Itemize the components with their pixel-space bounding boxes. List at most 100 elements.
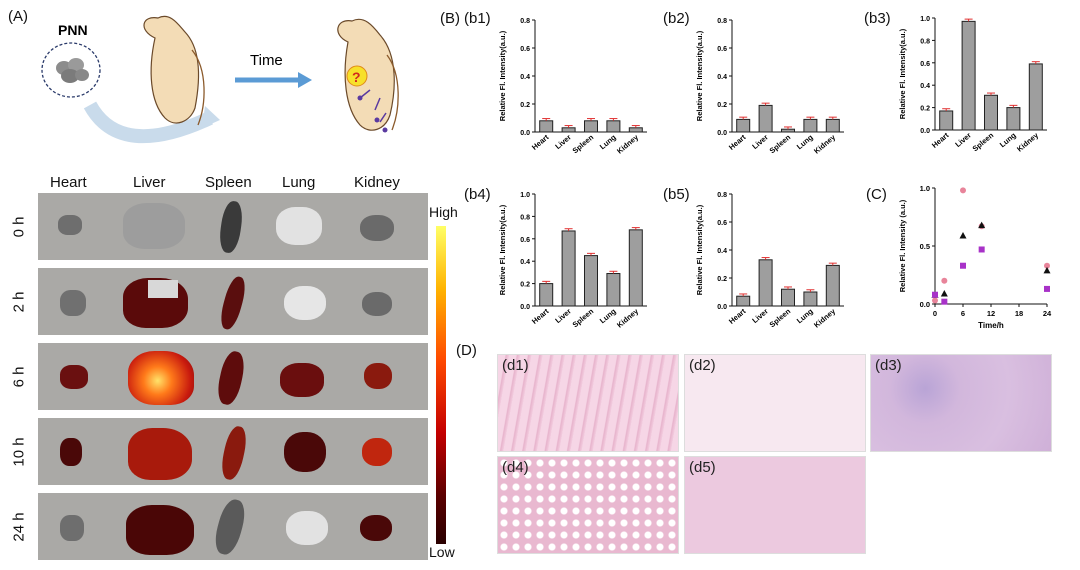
x-tick-label: 0 <box>933 309 937 318</box>
organ-kidney-10h <box>362 438 392 466</box>
histology-d4-label: (d4) <box>502 459 529 476</box>
bar-kidney <box>628 127 643 133</box>
histology-d1: (d1) <box>497 354 679 452</box>
image-row-0h <box>38 193 428 260</box>
point-black <box>959 232 967 239</box>
bar-spleen <box>584 255 598 307</box>
histology-d2: (d2) <box>684 354 866 452</box>
histology-d1-label: (d1) <box>502 357 529 374</box>
x-tick-label: 18 <box>1015 309 1023 318</box>
time-label-10h: 10 h <box>10 436 28 467</box>
organ-liver-6h <box>128 351 194 405</box>
y-axis-title: Relative Fl. Intensity (a.u.) <box>898 199 907 292</box>
y-tick-label: 0.6 <box>717 220 727 227</box>
x-tick-label-kidney: Kidney <box>812 306 838 330</box>
bar-spleen <box>781 128 795 133</box>
point-black <box>940 290 948 297</box>
histology-d3-label: (d3) <box>875 357 902 374</box>
bar-kidney <box>825 118 840 133</box>
x-tick-label: 12 <box>987 309 995 318</box>
panel-c-label: (C) <box>866 186 887 203</box>
y-tick-label: 0.6 <box>920 61 930 68</box>
image-row-6h <box>38 343 428 410</box>
y-tick-label: 0.5 <box>920 242 930 251</box>
bar-heart <box>736 118 751 133</box>
y-tick-label: 0.4 <box>520 259 530 266</box>
panel-a-label: (A) <box>8 8 28 25</box>
organ-liver-24h <box>126 505 194 555</box>
y-tick-label: 0.0 <box>520 304 530 311</box>
y-tick-label: 0.2 <box>520 102 530 109</box>
organ-header-spleen: Spleen <box>205 174 252 191</box>
time-arrow <box>298 72 312 88</box>
colorbar <box>436 226 446 544</box>
y-tick-label: 0.2 <box>717 276 727 283</box>
organ-kidney-6h <box>364 363 392 389</box>
x-tick-label-spleen: Spleen <box>971 130 996 153</box>
colorbar-low-label: Low <box>429 544 455 560</box>
point-purple <box>932 291 938 298</box>
subpanel-b5-label: (b5) <box>663 186 690 203</box>
question-mark: ? <box>352 69 361 85</box>
y-tick-label: 0.2 <box>717 102 727 109</box>
organ-heart-0h <box>58 215 82 235</box>
x-axis-title: Time/h <box>978 321 1004 330</box>
image-row-24h <box>38 493 428 560</box>
bar-liver <box>561 230 576 307</box>
injection-schematic: PNN Time ? <box>41 15 399 144</box>
point-black <box>1043 266 1051 274</box>
y-tick-label: 0.0 <box>717 130 727 137</box>
x-tick-label-heart: Heart <box>727 132 748 152</box>
y-tick-label: 0.8 <box>520 18 530 25</box>
organ-kidney-0h <box>360 215 394 241</box>
bar-heart <box>939 110 954 131</box>
panel-b-label: (B) <box>440 10 460 27</box>
organ-lung-6h <box>280 363 324 397</box>
x-tick-label-spleen: Spleen <box>571 306 596 329</box>
x-tick-label-heart: Heart <box>530 306 551 326</box>
y-tick-label: 0.4 <box>520 74 530 81</box>
bar-kidney <box>825 264 840 307</box>
organ-lung-2h <box>284 286 326 320</box>
organ-spleen-2h <box>217 274 249 332</box>
mouse-before <box>143 15 200 124</box>
bar-heart <box>539 283 554 307</box>
x-tick-label-kidney: Kidney <box>812 132 838 156</box>
x-tick-label-spleen: Spleen <box>571 132 596 155</box>
bar-spleen <box>984 94 998 131</box>
organ-spleen-0h <box>217 199 245 255</box>
y-axis-title: Relative Fl. Intensity(a.u.) <box>695 30 704 121</box>
organ-liver-0h <box>123 203 185 249</box>
y-tick-label: 0.0 <box>920 128 930 135</box>
image-row-10h <box>38 418 428 485</box>
bar-lung <box>606 120 621 133</box>
organ-heart-2h <box>60 290 86 316</box>
histology-d3: (d3) <box>870 354 1052 452</box>
colorbar-high-label: High <box>429 204 458 220</box>
point-purple <box>1044 285 1050 292</box>
point-pink <box>932 297 938 304</box>
organ-heart-24h <box>60 515 84 541</box>
subpanel-b3-label: (b3) <box>864 10 891 27</box>
organ-lung-0h <box>276 207 322 245</box>
bar-lung <box>803 118 818 133</box>
y-tick-label: 0.0 <box>520 130 530 137</box>
organ-liver-2h-bright <box>148 280 178 298</box>
histology-d5: (d5) <box>684 456 866 554</box>
pnn-label: PNN <box>58 22 88 38</box>
bar-heart <box>736 295 751 307</box>
x-tick-label: 6 <box>961 309 965 318</box>
y-tick-label: 0.6 <box>717 46 727 53</box>
x-tick-label-spleen: Spleen <box>768 132 793 155</box>
point-purple <box>941 298 948 305</box>
bar-lung <box>1006 107 1021 131</box>
organ-header-liver: Liver <box>133 174 166 191</box>
organ-header-kidney: Kidney <box>354 174 400 191</box>
bar-lung <box>803 291 818 307</box>
chart-c: 0.0 0.5 1.0 0 6 12 18 24 Time/h Relative Fl. Inte… <box>898 184 1052 330</box>
point-purple <box>978 246 985 253</box>
y-tick-label: 0.8 <box>920 38 930 45</box>
